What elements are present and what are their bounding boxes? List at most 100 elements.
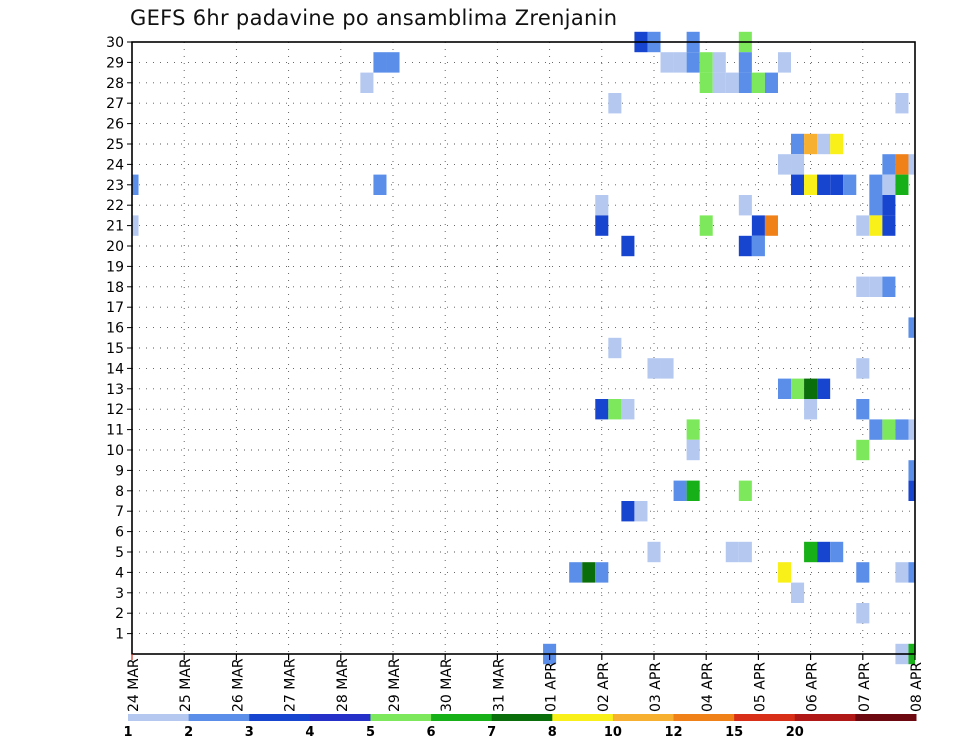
precip-cell bbox=[595, 399, 609, 420]
y-tick-label: 28 bbox=[106, 76, 124, 92]
precip-cell bbox=[804, 174, 818, 195]
colorbar-label: 15 bbox=[725, 725, 743, 740]
y-tick-label: 27 bbox=[106, 96, 124, 112]
precip-cell bbox=[738, 52, 752, 73]
x-tick-label: 28 MAR bbox=[335, 658, 351, 712]
precip-cell bbox=[882, 174, 896, 195]
y-tick-label: 12 bbox=[106, 402, 124, 418]
y-tick-label: 3 bbox=[115, 586, 124, 602]
precip-cell bbox=[595, 562, 609, 583]
precip-cell bbox=[804, 541, 818, 563]
precip-cell bbox=[882, 154, 896, 175]
precip-cell bbox=[882, 195, 896, 216]
x-tick-label: 24 MAR bbox=[126, 658, 142, 712]
y-tick-label: 18 bbox=[106, 280, 124, 296]
colorbar-label: 4 bbox=[305, 725, 314, 740]
precip-cell bbox=[895, 562, 909, 583]
precip-cell bbox=[673, 52, 687, 73]
precip-cell bbox=[621, 399, 635, 420]
x-tick-label: 25 MAR bbox=[178, 658, 194, 712]
y-tick-label: 14 bbox=[106, 361, 124, 377]
precip-cell bbox=[882, 276, 896, 297]
precip-cell bbox=[764, 72, 778, 93]
y-tick-label: 2 bbox=[115, 606, 124, 622]
colorbar-label: 7 bbox=[487, 725, 496, 740]
y-tick-label: 11 bbox=[106, 423, 124, 439]
precip-cell bbox=[895, 154, 909, 175]
precip-cell bbox=[621, 501, 635, 522]
precip-cell bbox=[738, 72, 752, 93]
x-tick-label: 05 APR bbox=[752, 662, 768, 712]
precip-cell bbox=[791, 133, 805, 155]
precip-cell bbox=[132, 174, 139, 195]
colorbar-segment bbox=[855, 714, 917, 721]
y-tick-label: 21 bbox=[106, 219, 124, 235]
y-tick-label: 15 bbox=[106, 341, 124, 357]
precip-cell bbox=[373, 174, 387, 195]
y-tick-label: 22 bbox=[106, 198, 124, 214]
precip-cell bbox=[608, 399, 622, 420]
x-tick-label: 31 MAR bbox=[491, 658, 507, 712]
precip-cell bbox=[856, 562, 870, 583]
precip-cell bbox=[699, 52, 713, 73]
precip-cell bbox=[856, 399, 870, 420]
x-tick-label: 02 APR bbox=[596, 662, 612, 712]
precip-cell bbox=[608, 93, 622, 114]
precip-cell bbox=[582, 562, 596, 583]
precip-cell bbox=[569, 562, 583, 583]
colorbar-label: 8 bbox=[548, 725, 557, 740]
precip-cell bbox=[869, 195, 883, 216]
colorbar-segment bbox=[309, 714, 371, 721]
precip-cell bbox=[647, 541, 661, 563]
precip-cell bbox=[725, 72, 739, 93]
y-tick-label: 24 bbox=[106, 157, 124, 173]
precip-cell bbox=[764, 215, 778, 236]
precip-cell bbox=[738, 195, 752, 216]
y-tick-label: 20 bbox=[106, 239, 124, 255]
colorbar-segment bbox=[612, 714, 675, 721]
precip-cell bbox=[869, 276, 883, 297]
colorbar-label: 10 bbox=[604, 725, 622, 740]
precip-cell bbox=[738, 541, 752, 563]
precip-cell bbox=[712, 52, 726, 73]
y-tick-label: 1 bbox=[115, 627, 124, 643]
colorbar-segment bbox=[794, 714, 856, 721]
precip-cell bbox=[673, 480, 687, 501]
x-tick-label: 29 MAR bbox=[387, 658, 403, 712]
precip-cell bbox=[908, 562, 915, 583]
precip-cell bbox=[725, 541, 739, 563]
colorbar-label: 12 bbox=[664, 725, 682, 740]
precip-cell bbox=[856, 358, 870, 379]
colorbar-label: 2 bbox=[184, 725, 193, 740]
precip-cell bbox=[817, 541, 831, 563]
y-tick-label: 30 bbox=[106, 35, 124, 51]
precip-cell bbox=[751, 72, 765, 93]
precip-cell bbox=[595, 195, 609, 216]
colorbar-label: 6 bbox=[427, 725, 436, 740]
precip-cell bbox=[830, 174, 844, 195]
precip-cell bbox=[791, 582, 805, 603]
precip-cell bbox=[856, 276, 870, 297]
x-tick-label: 01 APR bbox=[544, 662, 560, 712]
precip-cell bbox=[817, 133, 831, 155]
precip-cell bbox=[843, 174, 857, 195]
colorbar-segment bbox=[431, 714, 493, 721]
x-tick-label: 30 MAR bbox=[439, 658, 455, 712]
y-tick-label: 13 bbox=[106, 382, 124, 398]
y-tick-label: 29 bbox=[106, 55, 124, 71]
precip-cell bbox=[869, 419, 883, 440]
colorbar-segment bbox=[128, 714, 190, 721]
y-tick-label: 9 bbox=[115, 463, 124, 479]
colorbar-label: 3 bbox=[245, 725, 254, 740]
precip-cell bbox=[738, 235, 752, 257]
y-tick-label: 5 bbox=[115, 545, 124, 561]
precip-cell bbox=[908, 317, 915, 338]
precip-cell bbox=[373, 52, 387, 73]
colorbar-segment bbox=[188, 714, 250, 721]
x-tick-label: 03 APR bbox=[648, 662, 664, 712]
precip-cell bbox=[699, 215, 713, 236]
colorbar: 1 2 3 4 5 6 7 8 10 12 15 20 bbox=[123, 714, 917, 740]
precip-cell bbox=[908, 154, 915, 175]
precip-cell bbox=[830, 541, 844, 563]
